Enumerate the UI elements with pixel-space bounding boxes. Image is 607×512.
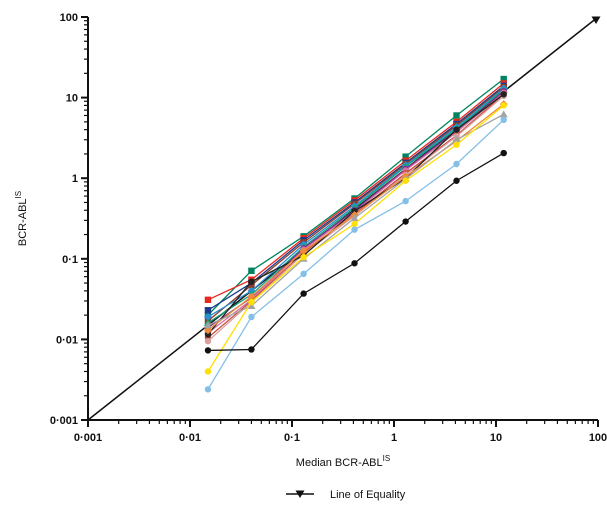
series-14-point-6 (453, 141, 460, 148)
series-13-point-6 (452, 135, 461, 143)
series-14-point-5 (402, 177, 409, 184)
series-13-point-7 (499, 110, 508, 118)
series-1-point-5 (402, 153, 409, 160)
series-11-point-2 (248, 278, 255, 285)
series-5-point-1 (203, 312, 212, 321)
series-1-point-6 (453, 112, 460, 119)
series-1-point-2 (248, 267, 255, 274)
series-15-point-5 (402, 197, 409, 205)
series-14-point-2 (248, 298, 255, 306)
series-12-point-1 (203, 326, 212, 335)
x-tick-label: 0·1 (284, 432, 300, 444)
series-10-point-1 (204, 337, 212, 345)
y-axis-title-sup: IS (14, 191, 23, 199)
series-1-point-7 (500, 75, 507, 83)
series-16-point-5 (402, 218, 409, 225)
y-tick-label: 0·01 (56, 334, 78, 346)
series-13-point-4 (350, 214, 359, 222)
x-axis-title: Median BCR-ABLIS (296, 454, 390, 469)
series-15-point-6 (453, 160, 460, 168)
series-14-point-3 (300, 253, 307, 261)
x-axis-title-text: Median BCR-ABL (296, 457, 383, 469)
series-layer (87, 16, 601, 498)
y-axis-title: BCR-ABLIS (14, 191, 29, 246)
series-15-point-4 (351, 226, 358, 233)
series-16-point-1 (204, 347, 212, 354)
y-axis-title-text: BCR-ABL (17, 198, 29, 246)
label-layer: 0·001 0·01 0·1 1 10 100 0·001 0·01 0·1 1 10 100 Medi… (14, 12, 607, 501)
series-14-point-7 (500, 102, 507, 109)
series-11-point-6 (453, 126, 460, 133)
x-tick-label: 0·01 (179, 432, 201, 444)
x-axis-title-sup: IS (383, 454, 391, 463)
x-tick-label: 10 (490, 432, 502, 444)
series-16-point-7 (500, 149, 507, 157)
legend-label: Line of Equality (330, 489, 406, 501)
y-tick-label: 0·1 (62, 254, 78, 266)
series-14-point-4 (351, 220, 358, 228)
series-15-point-7 (500, 116, 507, 124)
series-13-point-2 (247, 301, 256, 309)
x-tick-label: 100 (589, 432, 607, 444)
series-12-point-3 (299, 246, 308, 255)
series-12-point-2 (247, 292, 256, 301)
series-15-point-3 (300, 270, 307, 278)
series-3-point-1 (204, 307, 212, 314)
y-tick-label: 0·001 (50, 415, 78, 427)
series-13-point-1 (203, 321, 212, 329)
series-14-point-1 (204, 368, 212, 375)
series-16-point-4 (351, 260, 358, 267)
series-16-point-2 (248, 346, 255, 353)
series-line-16 (207, 152, 505, 352)
series-15-point-2 (248, 313, 255, 321)
line-of-equality-end-marker (591, 16, 601, 24)
y-tick-label: 100 (60, 12, 78, 24)
x-tick-label: 1 (391, 432, 397, 444)
x-tick-label: 0·001 (74, 432, 102, 444)
series-4-point-2 (248, 282, 255, 289)
series-16-point-3 (300, 290, 307, 297)
series-11-point-1 (204, 331, 212, 338)
series-16-point-6 (453, 177, 460, 184)
series-15-point-1 (204, 386, 212, 393)
series-11-point-7 (500, 91, 507, 98)
series-2-point-1 (204, 296, 212, 303)
y-tick-label: 1 (72, 173, 78, 185)
tick-layer (81, 16, 599, 427)
y-tick-label: 10 (66, 93, 78, 105)
